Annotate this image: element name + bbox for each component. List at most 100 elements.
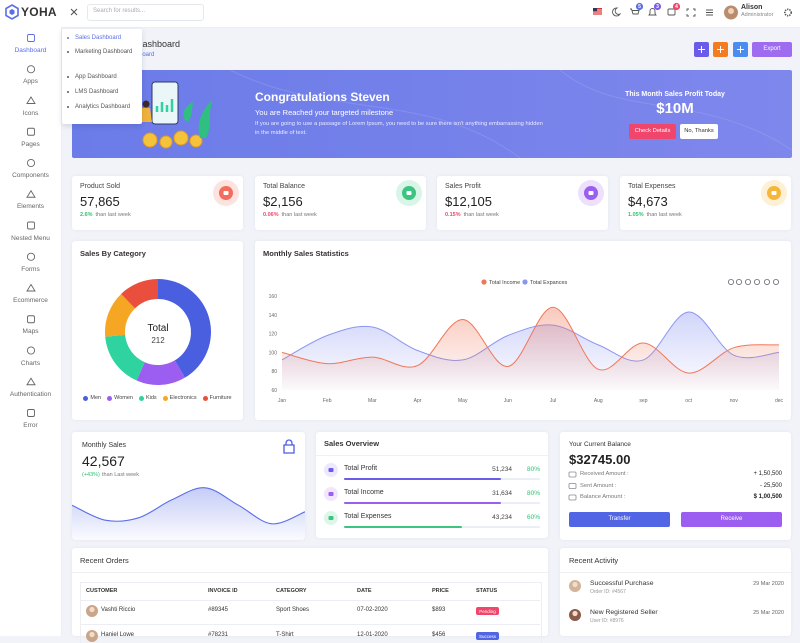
close-icon[interactable] (70, 8, 78, 16)
message-icon[interactable] (667, 8, 676, 16)
coin (142, 132, 158, 148)
flag-icon (593, 8, 602, 15)
submenu (62, 29, 142, 124)
search-box[interactable] (87, 4, 204, 21)
menu-item[interactable]: Icons (22, 109, 39, 117)
receive-button[interactable] (681, 512, 782, 527)
action-button-icon (698, 46, 705, 53)
stat-card (437, 176, 608, 230)
line-chart: 60 80 100 120 140 160 Jan Feb Mar Apr May Jun Jul Aug… (269, 278, 784, 404)
donut-center-value: 212 (151, 336, 165, 345)
menu-item[interactable]: Maps (22, 328, 39, 336)
toolbar-icon[interactable] (754, 278, 761, 285)
menu-item[interactable]: Elements (16, 203, 45, 211)
y-tick-label: 60 (271, 388, 277, 394)
legend-item[interactable]: Men (83, 395, 101, 401)
stat-icon-glyph (406, 191, 412, 195)
menu-item[interactable]: Apps (23, 78, 38, 86)
toolbar-icon[interactable] (745, 278, 752, 285)
overview-icon-glyph (328, 516, 334, 520)
menu-item[interactable]: Pages (21, 140, 40, 148)
stat-value: $12,105 (445, 194, 492, 209)
stat-label: Sales Profit (445, 183, 481, 190)
submenu-item[interactable]: Sales Dashboard (75, 35, 122, 41)
y-tick-label: 120 (269, 332, 278, 338)
search-placeholder: Search for results... (93, 8, 146, 14)
menu-icon (27, 127, 35, 136)
menu-item[interactable]: Components (12, 172, 49, 179)
submenu-bullet (67, 76, 69, 78)
badge-count: 5 (638, 4, 641, 10)
menu-item[interactable]: Charts (20, 359, 41, 367)
toolbar-icon[interactable] (728, 278, 735, 285)
area-fill (282, 307, 779, 390)
logo: YOHA (21, 5, 57, 19)
x-tick-label: May (458, 398, 468, 404)
submenu-item[interactable]: Analytics Dashboard (75, 104, 131, 110)
submenu-item[interactable]: Marketing Dashboard (75, 49, 133, 55)
legend-label[interactable]: Total Expances (530, 280, 568, 286)
chart-title: Sales By Category (80, 249, 146, 258)
menu-item[interactable]: Authentication (9, 390, 52, 398)
y-tick-label: 100 (269, 350, 278, 356)
submenu-item[interactable]: App Dashboard (75, 74, 117, 80)
check-details-label: Check Details (634, 128, 671, 134)
stat-change-value: 1.05% (628, 212, 644, 218)
donut-segment (136, 360, 185, 385)
phone-chart (155, 99, 174, 112)
overview-icon-glyph (328, 492, 334, 496)
coin (189, 134, 203, 148)
menu-item[interactable]: Ecommerce (13, 297, 48, 304)
activity-avatar-face (572, 581, 578, 588)
donut-segment (105, 293, 136, 337)
legend-item[interactable]: Furniture (202, 395, 232, 401)
balance-value: $32745.00 (569, 452, 631, 467)
menu-icon[interactable] (706, 9, 713, 16)
submenu-item[interactable]: LMS Dashboard (75, 89, 119, 95)
stat-change: 1.05% than last week (628, 212, 682, 218)
badge (672, 2, 681, 11)
no-thanks-button[interactable] (680, 124, 718, 139)
banner-text: If you are going to use a passage of Lor… (255, 121, 543, 136)
menu-item[interactable]: Nested Menu (11, 234, 50, 242)
table-cell: $893 (432, 607, 446, 613)
settings-icon[interactable] (783, 8, 792, 17)
person-body (140, 108, 152, 122)
toolbar-icon[interactable] (773, 278, 780, 285)
cart-icon[interactable] (630, 8, 640, 15)
no-thanks-label: No, Thanks (684, 128, 714, 134)
legend-label[interactable]: Total Income (489, 280, 520, 286)
donut-center-label: Total (147, 323, 168, 334)
stat-change-note: than last week (646, 212, 682, 218)
legend-label: Men (90, 395, 102, 401)
toolbar-icon[interactable] (736, 278, 743, 285)
submenu-bullet (67, 37, 69, 39)
check-details-button[interactable] (629, 124, 676, 139)
legend-item[interactable]: Women (107, 395, 133, 401)
fullscreen-icon[interactable] (686, 8, 696, 17)
activity-date: 25 Mar 2020 (753, 610, 784, 616)
activity-avatar-face (572, 610, 578, 617)
moon-icon[interactable] (612, 7, 622, 17)
legend-item[interactable]: Kids (138, 395, 157, 401)
table-cell: 12-01-2020 (357, 632, 388, 638)
menu-item[interactable]: Dashboard (14, 47, 47, 54)
stat-change-value: 2.6% (80, 212, 93, 218)
export-button[interactable] (752, 42, 792, 57)
legend-label: Kids (145, 395, 157, 401)
bell-icon[interactable] (648, 8, 657, 16)
coin (173, 130, 189, 146)
stat-change: 0.06% than last week (263, 212, 317, 218)
banner-subtitle: You are Reached your targeted milestone (255, 108, 394, 117)
menu-icon (26, 65, 36, 74)
transfer-button[interactable] (569, 512, 670, 527)
sales-overview-card (316, 432, 548, 538)
legend-item[interactable]: Electronics (162, 395, 197, 401)
menu-item[interactable]: Forms (21, 265, 40, 273)
sidebar-icons (26, 34, 36, 417)
balance-row-label: Balance Amount : (580, 494, 626, 500)
menu-item[interactable]: Error (23, 422, 38, 429)
action-buttons (694, 42, 748, 57)
toolbar-icon[interactable] (764, 278, 771, 285)
banner-title: Congratulations Steven (255, 90, 390, 104)
